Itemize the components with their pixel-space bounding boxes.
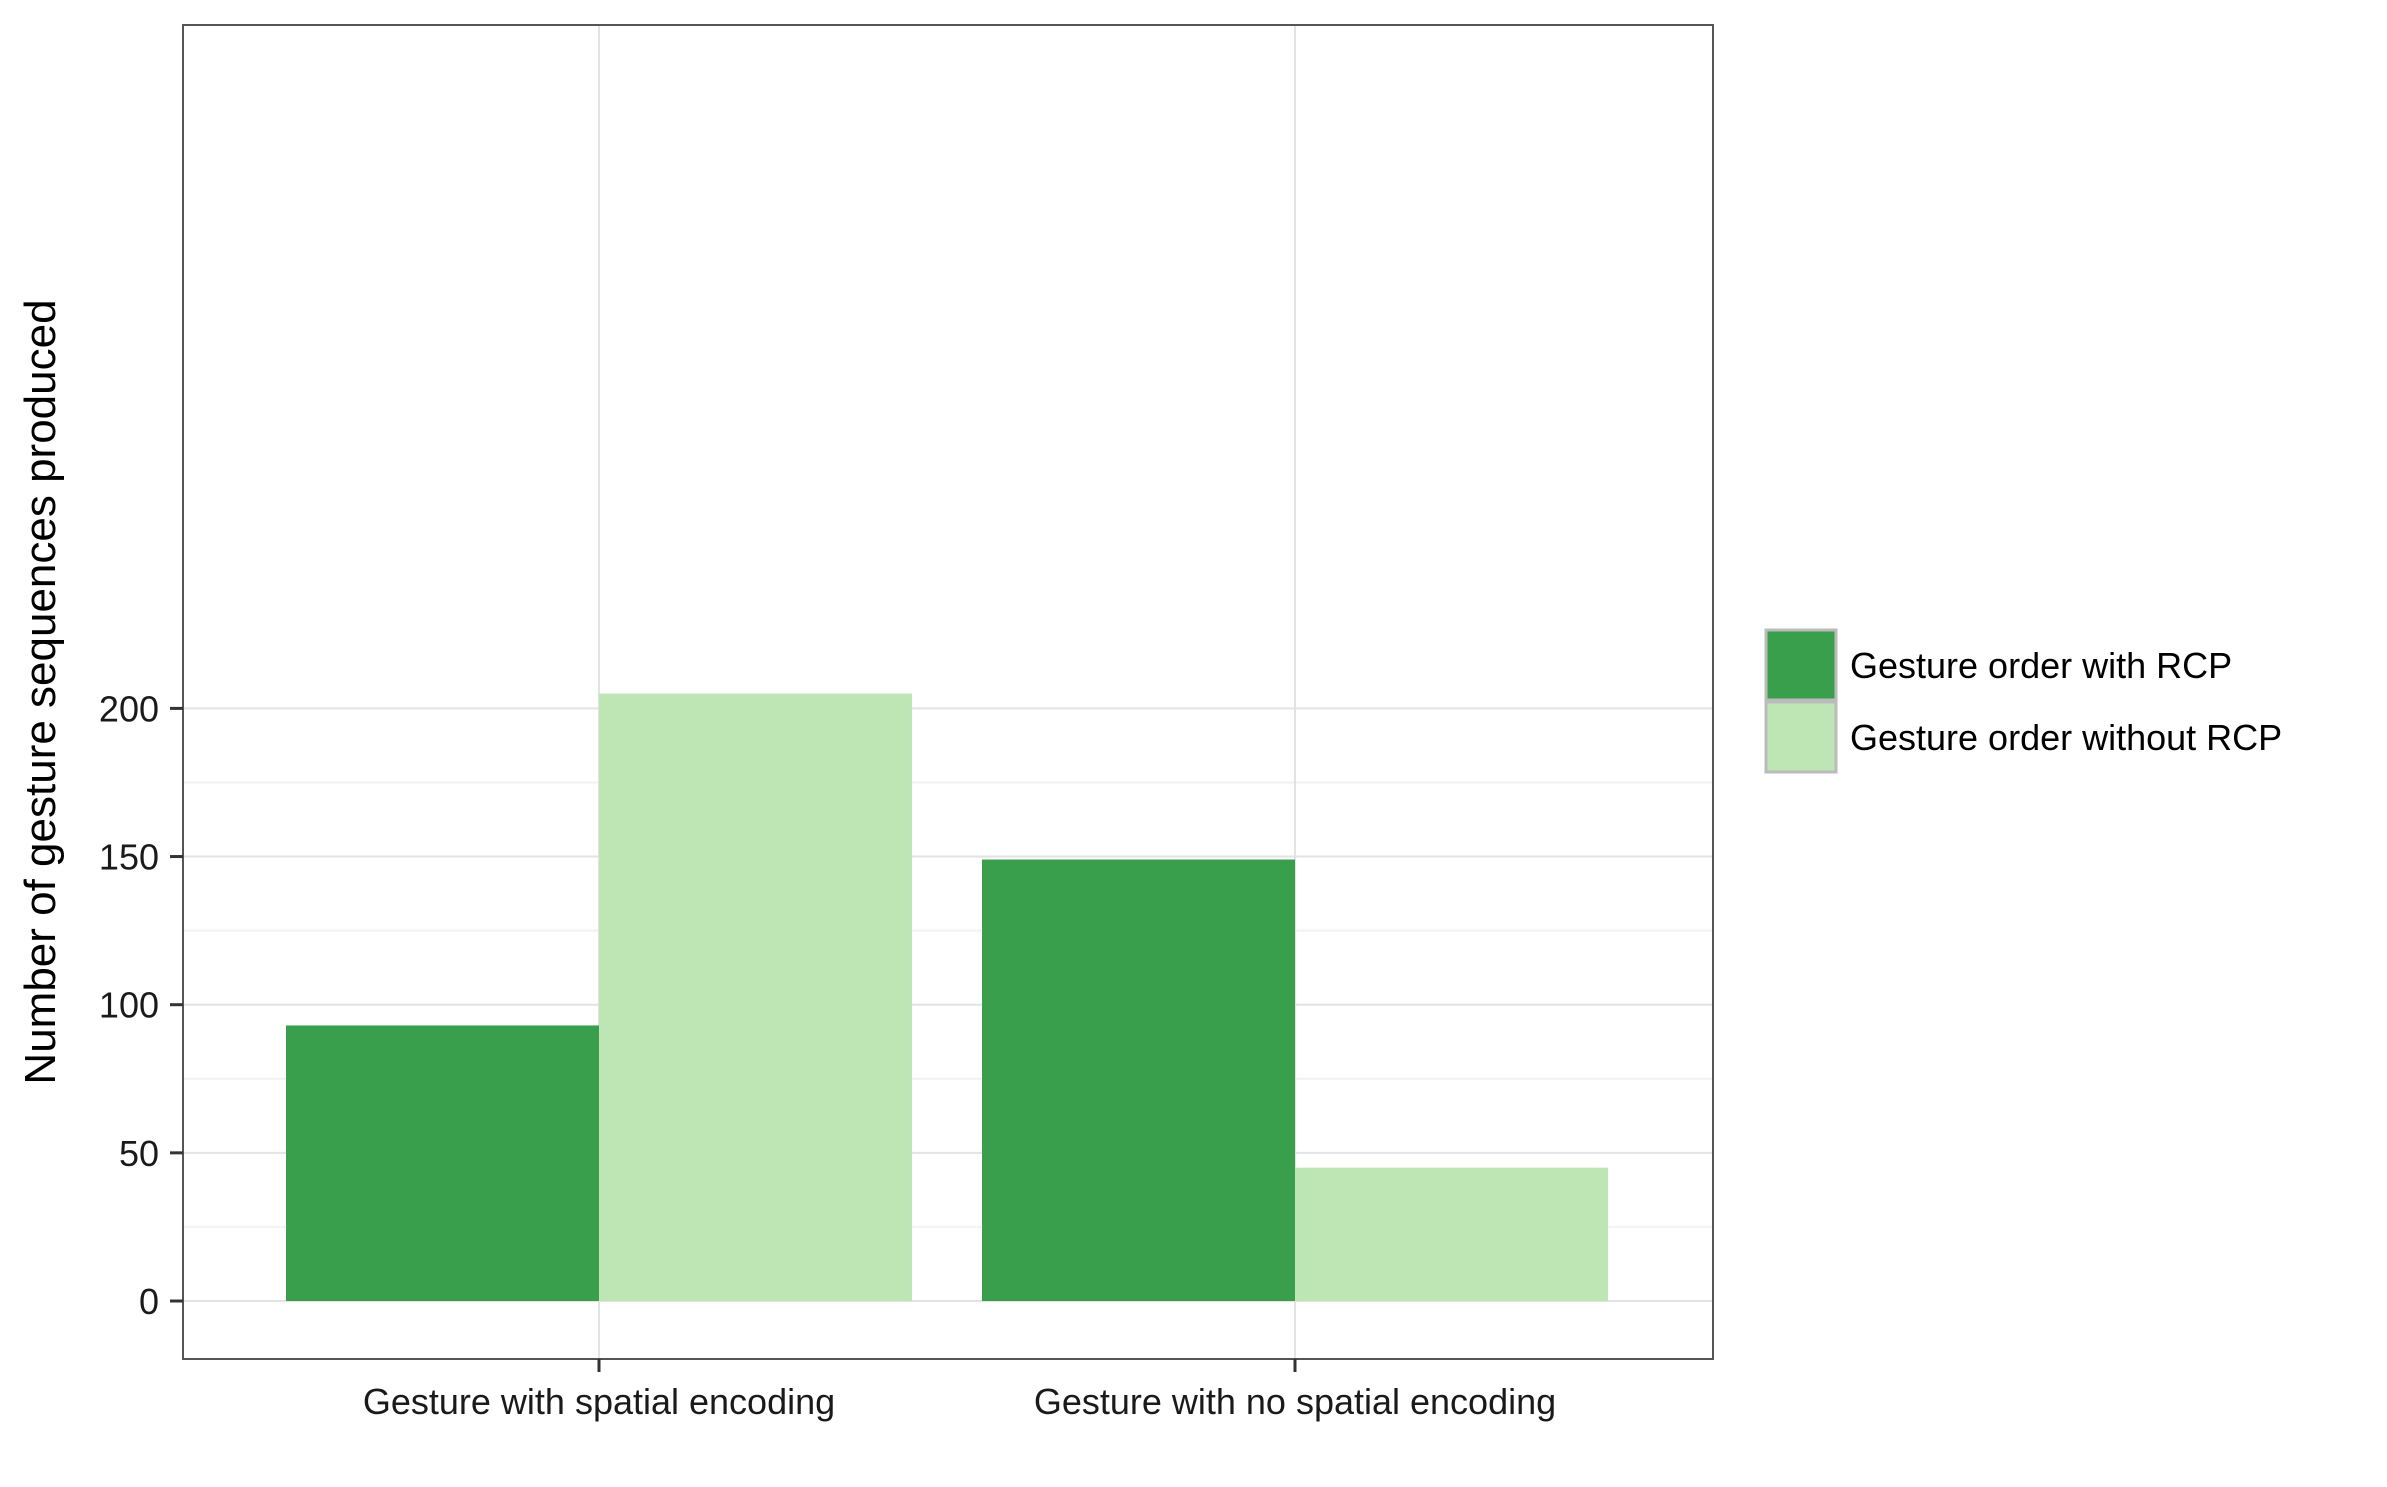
legend: Gesture order with RCP Gesture order with… (1764, 628, 2282, 774)
x-axis: Gesture with spatial encoding Gesture wit… (363, 1359, 1556, 1422)
y-tick-label: 0 (139, 1281, 159, 1322)
bar (1295, 1167, 1608, 1301)
bars (286, 693, 1608, 1301)
y-axis-title: Number of gesture sequences produced (16, 299, 65, 1084)
legend-label: Gesture order with RCP (1850, 645, 2232, 686)
bar (286, 1025, 599, 1301)
y-axis: 0 50 100 150 200 (99, 688, 183, 1322)
bar (982, 859, 1295, 1301)
bar (599, 693, 912, 1301)
legend-label: Gesture order without RCP (1850, 717, 2282, 758)
plot-panel-border (182, 24, 1714, 1360)
legend-key (1764, 700, 1838, 774)
y-tick-label: 50 (119, 1133, 159, 1174)
y-tick-label: 150 (99, 837, 159, 878)
y-tick-label: 200 (99, 688, 159, 729)
y-tick-label: 100 (99, 985, 159, 1026)
legend-key (1764, 628, 1838, 702)
x-tick-label: Gesture with no spatial encoding (1034, 1381, 1556, 1422)
x-tick-label: Gesture with spatial encoding (363, 1381, 835, 1422)
